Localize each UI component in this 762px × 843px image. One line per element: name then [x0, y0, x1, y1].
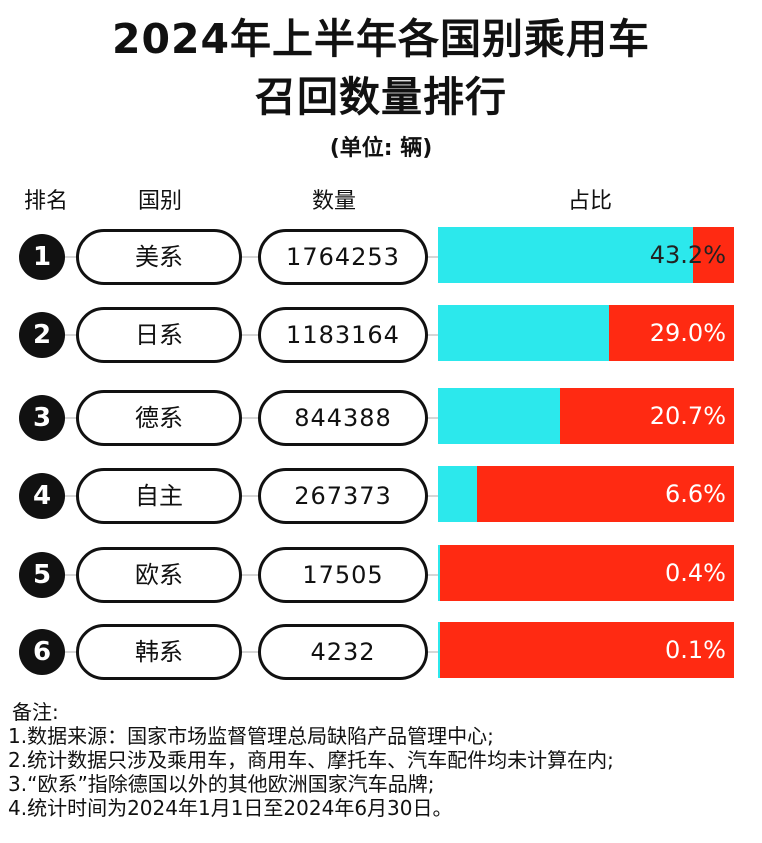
ranking-row: 4 自主 267373 6.6%: [0, 465, 762, 527]
share-percent-label: 0.1%: [665, 636, 726, 664]
note-item: 2.统计数据只涉及乘用车，商用车、摩托车、汽车配件均未计算在内;: [8, 748, 614, 772]
header-rank: 排名: [24, 189, 69, 214]
share-percent-label: 29.0%: [649, 319, 726, 347]
share-bar: 0.1%: [438, 622, 734, 678]
rank-badge: 6: [19, 629, 65, 675]
recall-count: 4232: [258, 624, 428, 680]
share-bar: 29.0%: [438, 305, 734, 361]
country-label: 日系: [76, 307, 242, 363]
share-bar-fill: [438, 227, 693, 283]
ranking-row: 2 日系 1183164 29.0%: [0, 304, 762, 366]
share-percent-label: 20.7%: [649, 402, 726, 430]
note-item: 3.“欧系”指除德国以外的其他欧洲国家汽车品牌;: [8, 772, 435, 796]
rank-badge: 2: [19, 312, 65, 358]
recall-count: 1764253: [258, 229, 428, 285]
row-connector-line: [60, 334, 440, 336]
notes: 备注: 1.数据来源：国家市场监督管理总局缺陷产品管理中心; 2.统计数据只涉及…: [8, 700, 614, 820]
share-bar: 20.7%: [438, 388, 734, 444]
row-connector-line: [60, 574, 440, 576]
share-percent-label: 0.4%: [665, 559, 726, 587]
ranking-row: 1 美系 1764253 43.2%: [0, 226, 762, 288]
rank-badge: 4: [19, 473, 65, 519]
share-bar-fill: [438, 545, 441, 601]
row-connector-line: [60, 417, 440, 419]
ranking-row: 5 欧系 17505 0.4%: [0, 544, 762, 606]
header-country: 国别: [138, 189, 183, 214]
ranking-row: 6 韩系 4232 0.1%: [0, 621, 762, 683]
country-label: 德系: [76, 390, 242, 446]
unit-label: (单位: 辆): [329, 136, 433, 161]
country-label: 欧系: [76, 547, 242, 603]
rank-badge: 1: [19, 234, 65, 280]
share-bar-fill: [438, 305, 609, 361]
rank-badge: 3: [19, 395, 65, 441]
recall-count: 844388: [258, 390, 428, 446]
share-percent-label: 6.6%: [665, 480, 726, 508]
recall-count: 17505: [258, 547, 428, 603]
note-item: 1.数据来源：国家市场监督管理总局缺陷产品管理中心;: [8, 724, 494, 748]
share-bar-fill: [438, 466, 477, 522]
share-bar-fill: [438, 622, 440, 678]
chart-title-line-2: 召回数量排行: [255, 73, 507, 121]
ranking-row: 3 德系 844388 20.7%: [0, 387, 762, 449]
note-item: 4.统计时间为2024年1月1日至2024年6月30日。: [8, 796, 453, 820]
header-share: 占比: [568, 189, 613, 214]
country-label: 美系: [76, 229, 242, 285]
country-label: 自主: [76, 468, 242, 524]
share-bar: 0.4%: [438, 545, 734, 601]
chart-title-line-1: 2024年上半年各国别乘用车: [111, 15, 651, 63]
recall-count: 1183164: [258, 307, 428, 363]
share-percent-label: 43.2%: [649, 241, 726, 269]
row-connector-line: [60, 651, 440, 653]
header-count: 数量: [312, 189, 357, 214]
share-bar-fill: [438, 388, 560, 444]
share-bar: 6.6%: [438, 466, 734, 522]
country-label: 韩系: [76, 624, 242, 680]
share-bar: 43.2%: [438, 227, 734, 283]
notes-heading: 备注:: [12, 700, 59, 724]
rank-badge: 5: [19, 552, 65, 598]
row-connector-line: [60, 495, 440, 497]
row-connector-line: [60, 256, 440, 258]
recall-count: 267373: [258, 468, 428, 524]
